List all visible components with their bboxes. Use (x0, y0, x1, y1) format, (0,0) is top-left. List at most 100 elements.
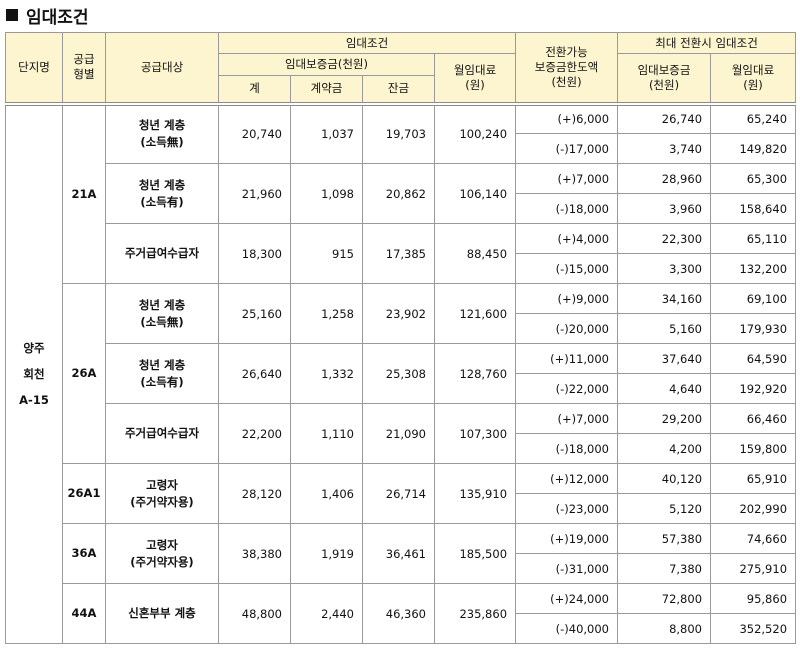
header-line: 월임대료 (453, 62, 497, 77)
contract-cell: 915 (290, 223, 363, 284)
option-limit-cell: (-)15,000 (515, 253, 619, 284)
option-limit-cell: (+)7,000 (515, 403, 619, 434)
table-row: 청년 계층 (소득有) 21,960 1,098 20,862 106,140 (+)7,0… (6, 163, 797, 224)
cell-line: 신혼부부 계층 (128, 606, 196, 620)
option-rent-cell: 66,460 (710, 403, 797, 434)
rent-cell: 235,860 (433, 583, 517, 644)
option-deposit-cell: 22,300 (617, 223, 712, 254)
option-deposit-cell: 72,800 (617, 583, 712, 614)
table-row: 청년 계층 (소득有) 26,640 1,332 25,308 128,760 (+)11,… (6, 343, 797, 404)
bullet-square (6, 9, 18, 21)
type-cell: 44A (62, 583, 106, 644)
cell-line: 청년 계층 (138, 118, 186, 133)
table-header: 단지명 공급 형별 공급대상 임대조건 전환가능 보증금한도액 (천원) 최대 전환시… (5, 32, 797, 104)
option-deposit-cell: 4,200 (617, 433, 712, 464)
contract-cell: 1,037 (290, 101, 363, 164)
option-deposit-cell: 5,160 (617, 313, 712, 344)
option-deposit-cell: 4,640 (617, 373, 712, 404)
header-line: 월임대료 (731, 62, 775, 77)
option-deposit-cell: 3,960 (617, 193, 712, 224)
rent-cell: 106,140 (433, 163, 517, 224)
rent-cell: 185,500 (433, 523, 517, 584)
header-line: (천원) (551, 74, 582, 89)
balance-cell: 17,385 (362, 223, 435, 284)
option-rent-cell: 69,100 (710, 283, 797, 314)
table-row: (-)31,000 7,380 275,910 (6, 553, 797, 584)
option-limit-cell: (-)17,000 (515, 133, 619, 164)
table-row: 26A1 고령자 (주거약자용) 28,120 1,406 26,714 135,910 (+… (6, 463, 797, 524)
rent-cell: 135,910 (433, 463, 517, 524)
balance-cell: 20,862 (362, 163, 435, 224)
total-cell: 20,740 (218, 101, 291, 164)
table-row: (-)40,000 8,800 352,520 (6, 613, 797, 644)
header-row: 계 계약금 잔금 (6, 75, 796, 104)
option-deposit-cell: 57,380 (617, 523, 712, 554)
target-cell: 신혼부부 계층 (105, 583, 219, 644)
type-cell: 21A (62, 101, 106, 284)
header-cell: 계 (218, 75, 291, 104)
cell-line: (소득有) (140, 374, 184, 389)
title-text: 임대조건 (26, 7, 89, 28)
option-rent-cell: 132,200 (710, 253, 797, 284)
option-deposit-cell: 37,640 (617, 343, 712, 374)
option-rent-cell: 65,110 (710, 223, 797, 254)
target-cell: 청년 계층 (소득有) (105, 343, 219, 404)
header-cell: 최대 전환시 임대조건 (617, 32, 797, 54)
total-cell: 38,380 (218, 523, 291, 584)
rent-cell: 88,450 (433, 223, 517, 284)
table-row: (-)15,000 3,300 132,200 (6, 253, 797, 284)
option-limit-cell: (+)24,000 (515, 583, 619, 614)
option-rent-cell: 202,990 (710, 493, 797, 524)
rent-cell: 107,300 (433, 403, 517, 464)
option-deposit-cell: 3,300 (617, 253, 712, 284)
balance-cell: 46,360 (362, 583, 435, 644)
table-row: (-)23,000 5,120 202,990 (6, 493, 797, 524)
header-line: 전환가능 (545, 44, 588, 59)
contract-cell: 1,406 (290, 463, 363, 524)
cell-line: (주거약자용) (130, 554, 194, 569)
option-rent-cell: 65,240 (710, 101, 797, 134)
table-row: (-)22,000 4,640 192,920 (6, 373, 797, 404)
header-cell: 공급 형별 (62, 32, 106, 104)
header-cell: 계약금 (290, 75, 363, 104)
option-limit-cell: (-)22,000 (515, 373, 619, 404)
header-cell: 전환가능 보증금한도액 (천원) (515, 32, 619, 104)
contract-cell: 1,258 (290, 283, 363, 344)
header-row: 단지명 공급 형별 공급대상 임대조건 전환가능 보증금한도액 (천원) 최대 전환시… (5, 32, 797, 104)
cell-line: 청년 계층 (138, 177, 186, 192)
option-deposit-cell: 8,800 (617, 613, 712, 644)
cell-line: 고령자 (146, 477, 178, 492)
contract-cell: 1,919 (290, 523, 363, 584)
table-row: (-)20,000 5,160 179,930 (6, 313, 797, 344)
option-limit-cell: (+)19,000 (515, 523, 619, 554)
target-cell: 주거급여수급자 (105, 403, 219, 464)
total-cell: 26,640 (218, 343, 291, 404)
table-row: 26A 청년 계층 (소득無) 25,160 1,258 23,902 121,600 (+)… (6, 283, 797, 464)
target-cell: 청년 계층 (소득無) (105, 101, 219, 164)
option-rent-cell: 159,800 (710, 433, 797, 464)
balance-cell: 36,461 (362, 523, 435, 584)
option-rent-cell: 192,920 (710, 373, 797, 404)
option-limit-cell: (-)31,000 (515, 553, 619, 584)
type-cell: 26A1 (62, 463, 106, 524)
table-body: 양주 회천 A-15 21A 청년 계층 (소득無) 20,740 1,037 19,703 10… (5, 101, 797, 644)
balance-cell: 25,308 (362, 343, 435, 404)
balance-cell: 19,703 (362, 101, 435, 164)
target-cell: 고령자 (주거약자용) (105, 523, 219, 584)
table-row: 주거급여수급자 22,200 1,110 21,090 107,300 (+)7,000 2… (6, 403, 797, 464)
contract-cell: 1,332 (290, 343, 363, 404)
option-rent-cell: 65,300 (710, 163, 797, 194)
option-deposit-cell: 3,740 (617, 133, 712, 164)
header-cell: 임대보증금(천원) (218, 53, 435, 76)
option-limit-cell: (+)6,000 (515, 101, 619, 134)
table-row: (-)18,000 4,200 159,800 (6, 433, 797, 464)
option-limit-cell: (+)12,000 (515, 463, 619, 494)
option-limit-cell: (-)18,000 (515, 193, 619, 224)
option-deposit-cell: 26,740 (617, 101, 712, 134)
option-limit-cell: (+)7,000 (515, 163, 619, 194)
header-row: 임대보증금(천원) 월임대료 (원) 임대보증금 (천원) 월임대료 (원) (6, 53, 797, 104)
option-limit-cell: (-)18,000 (515, 433, 619, 464)
option-rent-cell: 65,910 (710, 463, 797, 494)
